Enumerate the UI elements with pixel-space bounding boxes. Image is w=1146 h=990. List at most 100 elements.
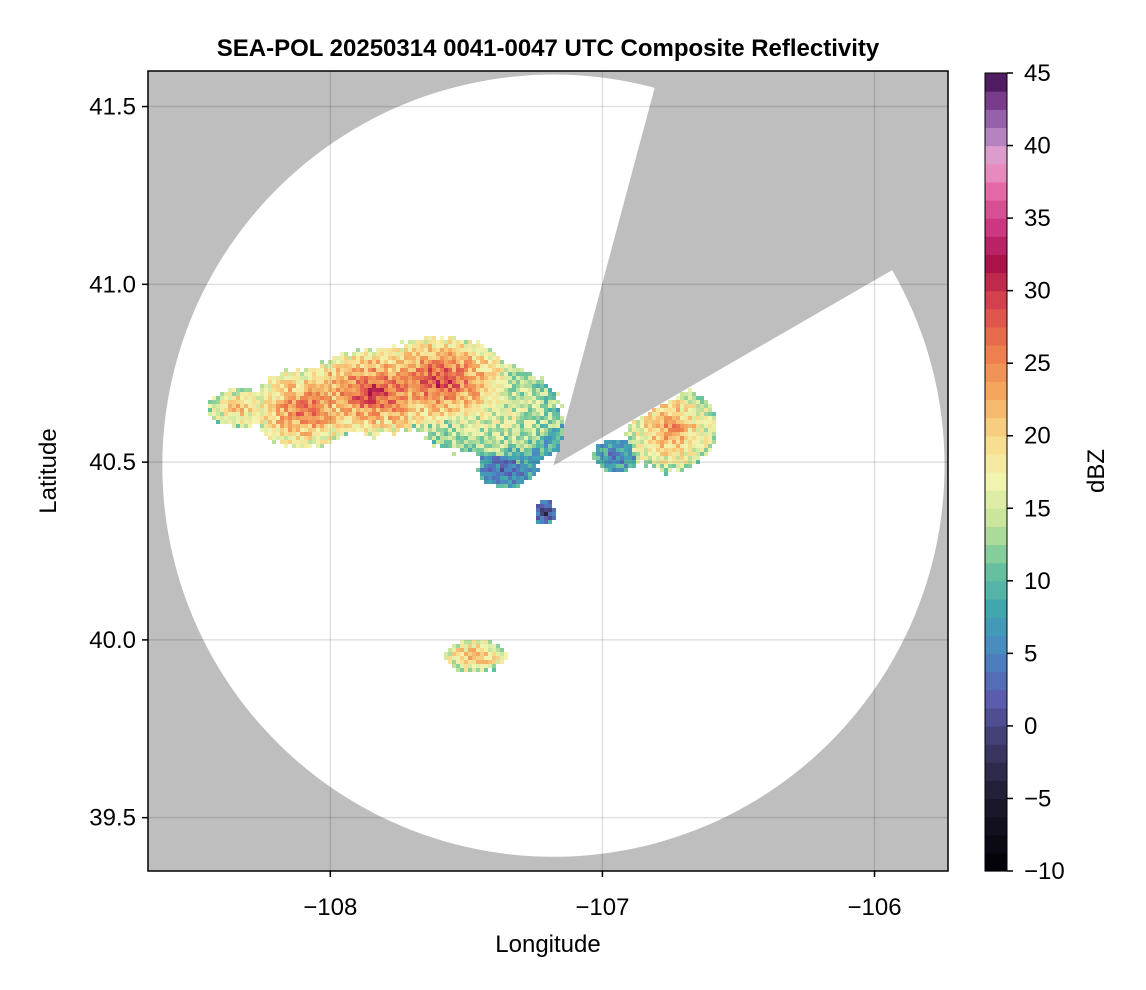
echo-pixel [332, 384, 336, 388]
echo-pixel [504, 468, 508, 472]
echo-pixel [704, 428, 708, 432]
echo-pixel [264, 400, 268, 404]
echo-pixel [472, 396, 476, 400]
echo-pixel [640, 452, 644, 456]
colorbar-cell [985, 345, 1007, 364]
echo-pixel [364, 368, 368, 372]
echo-pixel [332, 428, 336, 432]
echo-pixel [708, 404, 712, 408]
echo-pixel [644, 464, 648, 468]
echo-pixel [436, 420, 440, 424]
echo-pixel [488, 360, 492, 364]
echo-pixel [476, 448, 480, 452]
echo-pixel [480, 364, 484, 368]
echo-pixel [500, 412, 504, 416]
echo-pixel [656, 420, 660, 424]
echo-pixel [392, 360, 396, 364]
echo-pixel [352, 352, 356, 356]
echo-pixel [544, 416, 548, 420]
echo-pixel [500, 360, 504, 364]
echo-pixel [456, 668, 460, 672]
echo-pixel [284, 392, 288, 396]
echo-pixel [640, 448, 644, 452]
echo-pixel [224, 412, 228, 416]
echo-pixel [444, 372, 448, 376]
echo-pixel [320, 364, 324, 368]
echo-pixel [392, 400, 396, 404]
echo-pixel [428, 360, 432, 364]
echo-pixel [520, 448, 524, 452]
echo-pixel [652, 440, 656, 444]
echo-pixel [372, 376, 376, 380]
echo-pixel [372, 408, 376, 412]
echo-pixel [536, 516, 540, 520]
echo-pixel [556, 444, 560, 448]
echo-pixel [408, 396, 412, 400]
echo-pixel [516, 460, 520, 464]
echo-pixel [392, 344, 396, 348]
echo-pixel [324, 376, 328, 380]
echo-pixel [228, 412, 232, 416]
echo-pixel [364, 420, 368, 424]
echo-pixel [364, 416, 368, 420]
echo-pixel [496, 660, 500, 664]
echo-pixel [488, 424, 492, 428]
echo-pixel [528, 380, 532, 384]
echo-pixel [352, 384, 356, 388]
echo-pixel [408, 408, 412, 412]
colorbar-cell [985, 308, 1007, 328]
echo-pixel [460, 444, 464, 448]
echo-pixel [508, 440, 512, 444]
echo-pixel [512, 448, 516, 452]
echo-pixel [464, 432, 468, 436]
echo-pixel [656, 464, 660, 468]
echo-pixel [456, 384, 460, 388]
echo-pixel [652, 448, 656, 452]
echo-pixel [272, 396, 276, 400]
echo-pixel [392, 368, 396, 372]
x-axis-label: Longitude [495, 931, 600, 958]
echo-pixel [284, 404, 288, 408]
echo-pixel [304, 380, 308, 384]
echo-pixel [684, 392, 688, 396]
colorbar-cell [985, 816, 1007, 836]
echo-pixel [688, 444, 692, 448]
echo-pixel [452, 452, 456, 456]
echo-pixel [540, 508, 544, 512]
echo-pixel [552, 408, 556, 412]
echo-pixel [480, 356, 484, 360]
echo-pixel [444, 420, 448, 424]
echo-pixel [680, 436, 684, 440]
echo-pixel [244, 408, 248, 412]
echo-pixel [680, 404, 684, 408]
echo-pixel [668, 448, 672, 452]
echo-pixel [452, 664, 456, 668]
echo-pixel [600, 448, 604, 452]
echo-pixel [324, 408, 328, 412]
echo-pixel [432, 424, 436, 428]
echo-pixel [352, 360, 356, 364]
echo-pixel [392, 352, 396, 356]
echo-pixel [428, 388, 432, 392]
echo-pixel [472, 448, 476, 452]
echo-pixel [480, 392, 484, 396]
echo-pixel [440, 380, 444, 384]
echo-pixel [556, 424, 560, 428]
echo-pixel [268, 384, 272, 388]
echo-pixel [464, 344, 468, 348]
echo-pixel [496, 452, 500, 456]
echo-pixel [380, 348, 384, 352]
echo-pixel [432, 400, 436, 404]
echo-pixel [516, 484, 520, 488]
echo-pixel [488, 644, 492, 648]
echo-pixel [612, 448, 616, 452]
echo-pixel [484, 368, 488, 372]
echo-pixel [560, 428, 564, 432]
echo-pixel [344, 380, 348, 384]
echo-pixel [468, 448, 472, 452]
echo-pixel [492, 384, 496, 388]
echo-pixel [432, 384, 436, 388]
echo-pixel [304, 440, 308, 444]
echo-pixel [336, 372, 340, 376]
echo-pixel [444, 392, 448, 396]
